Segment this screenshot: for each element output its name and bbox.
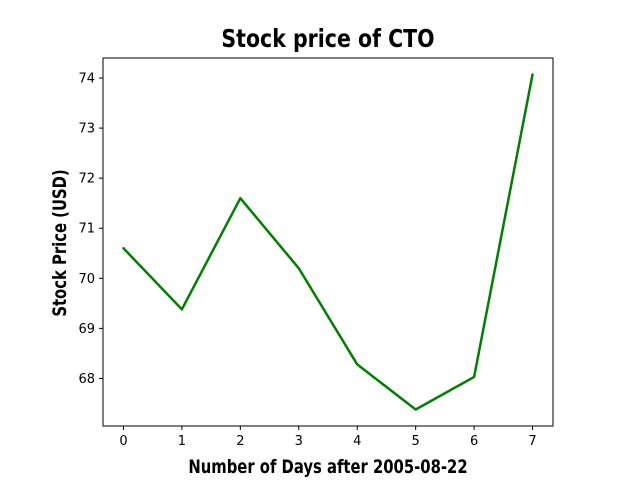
y-tick-label: 71 [78,222,95,237]
y-tick-label: 74 [78,72,95,87]
x-tick-label: 4 [353,434,361,449]
x-axis: 0 1 2 3 4 5 6 7 [119,426,537,449]
x-tick-label: 5 [412,434,420,449]
x-tick-label: 0 [119,434,127,449]
x-tick-label: 1 [178,434,186,449]
x-tick-label: 2 [236,434,244,449]
y-axis-label: Stock Price (USD) [49,169,71,316]
x-tick-label: 6 [470,434,478,449]
y-tick-label: 72 [78,172,95,187]
plot-area [102,57,554,427]
y-tick-label: 69 [78,322,95,337]
series-line [122,73,534,411]
chart-title: Stock price of CTO [221,25,434,53]
y-axis: 68 69 70 71 72 73 74 [78,72,103,387]
y-tick-label: 70 [78,272,95,287]
x-tick-label: 7 [528,434,536,449]
y-tick-label: 73 [78,122,95,137]
x-tick-label: 3 [295,434,303,449]
y-tick-label: 68 [78,372,95,387]
x-axis-label: Number of Days after 2005-08-22 [188,456,467,478]
